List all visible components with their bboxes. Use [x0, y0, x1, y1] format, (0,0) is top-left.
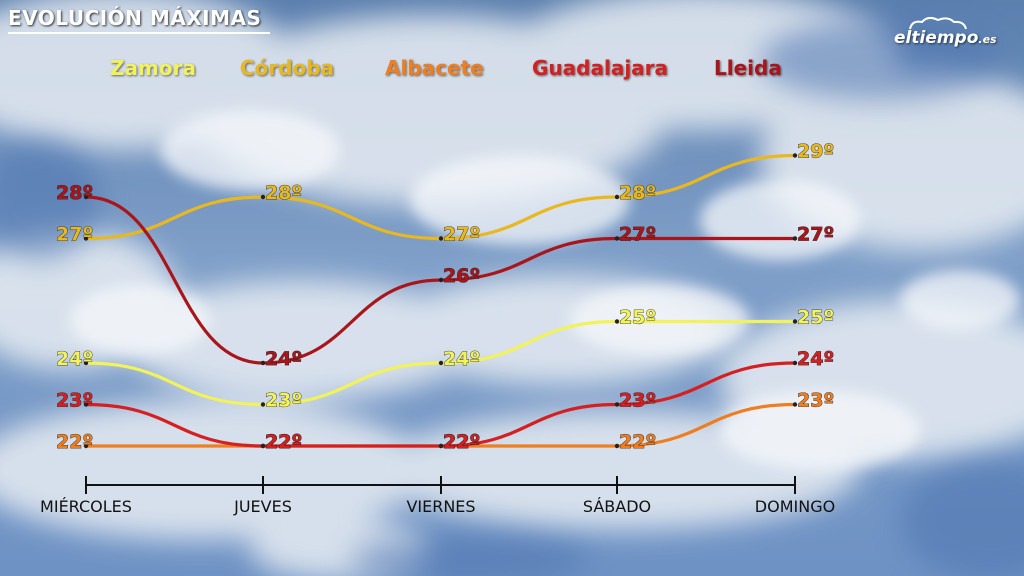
data-point: [438, 277, 444, 283]
data-point: [438, 443, 444, 449]
data-label: 29º: [797, 141, 834, 163]
cloud-logo-icon: [909, 16, 967, 30]
data-label: 25º: [619, 307, 656, 329]
data-label: 28º: [619, 182, 656, 204]
brand-suffix: .es: [978, 33, 997, 46]
x-tick-label: VIERNES: [406, 497, 475, 516]
data-point: [614, 443, 620, 449]
series-line-2: [84, 402, 797, 448]
data-point: [260, 194, 266, 200]
x-tick-label: JUEVES: [233, 497, 292, 516]
data-point: [260, 443, 266, 449]
data-label: 23º: [56, 390, 93, 412]
data-point: [792, 402, 798, 407]
data-point: [614, 402, 620, 407]
legend-item-2: Albacete: [385, 56, 484, 80]
data-label: 23º: [619, 390, 656, 412]
data-point: [614, 194, 620, 200]
series-line-4: [84, 195, 797, 365]
data-point: [83, 402, 89, 407]
data-point: [792, 319, 798, 324]
data-point: [792, 360, 798, 366]
brand-name: eltiempo: [894, 28, 979, 48]
data-label: 22º: [265, 431, 302, 453]
data-point: [83, 236, 89, 241]
data-label: 28º: [56, 182, 93, 204]
page-title: EVOLUCIÓN MÁXIMAS: [8, 6, 262, 30]
data-label: 22º: [619, 431, 656, 453]
data-label: 28º: [265, 182, 302, 204]
data-point: [614, 236, 620, 241]
legend-item-0: Zamora: [110, 56, 196, 80]
data-label: 24º: [265, 348, 302, 370]
data-point: [83, 194, 89, 200]
data-point: [614, 319, 620, 324]
data-point: [438, 360, 444, 366]
data-point: [83, 443, 89, 449]
data-label: 27º: [797, 224, 834, 246]
data-label: 27º: [443, 224, 480, 246]
data-label: 24º: [797, 348, 834, 370]
data-point: [792, 236, 798, 241]
data-label: 26º: [443, 265, 480, 287]
data-label: 22º: [443, 431, 480, 453]
data-label: 23º: [797, 390, 834, 412]
data-label: 23º: [265, 390, 302, 412]
data-point: [792, 153, 798, 158]
x-tick-label: SÁBADO: [583, 497, 651, 516]
data-label: 27º: [619, 224, 656, 246]
data-label: 22º: [265, 431, 302, 453]
data-point: [438, 236, 444, 241]
title-underline: [8, 32, 270, 34]
data-label: 25º: [797, 307, 834, 329]
brand-logo: eltiempo.es: [894, 28, 997, 48]
legend-item-3: Guadalajara: [532, 56, 669, 80]
data-label: 27º: [56, 224, 93, 246]
data-label: 22º: [443, 431, 480, 453]
series-line-1: [84, 153, 797, 241]
data-point: [260, 402, 266, 407]
data-point: [260, 360, 266, 366]
data-label: 24º: [56, 348, 93, 370]
data-label: 24º: [443, 348, 480, 370]
x-tick-label: DOMINGO: [755, 497, 835, 516]
legend-item-1: Córdoba: [240, 56, 335, 80]
data-label: 22º: [56, 431, 93, 453]
legend-item-4: Lleida: [714, 56, 782, 80]
data-point: [83, 360, 89, 366]
x-tick-label: MIÉRCOLES: [40, 497, 132, 516]
